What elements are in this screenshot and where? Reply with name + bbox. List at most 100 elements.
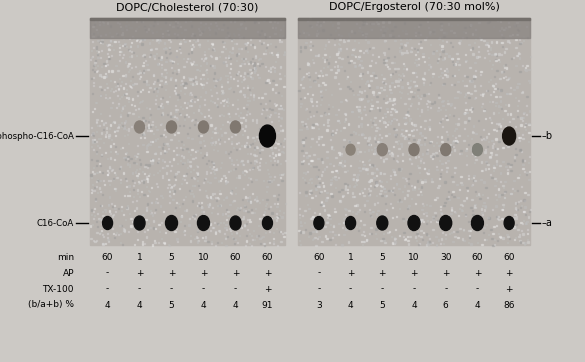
Bar (524, 126, 525, 127)
Bar (305, 195, 307, 196)
Bar (385, 122, 387, 123)
Bar (400, 39, 401, 40)
Bar (436, 142, 438, 143)
Bar (181, 141, 182, 142)
Bar (505, 104, 506, 105)
Bar (321, 241, 322, 242)
Bar (138, 115, 139, 117)
Bar (365, 83, 366, 84)
Bar (412, 72, 414, 73)
Bar (277, 54, 278, 55)
Bar (412, 230, 414, 231)
Bar (122, 172, 123, 173)
Bar (383, 59, 384, 60)
Bar (243, 63, 245, 64)
Bar (366, 168, 368, 169)
Bar (121, 110, 122, 111)
Bar (116, 107, 118, 108)
Bar (357, 178, 358, 179)
Bar (441, 212, 442, 214)
Bar (178, 69, 180, 70)
Ellipse shape (504, 216, 514, 230)
Bar (271, 156, 272, 157)
Bar (214, 132, 215, 134)
Bar (247, 42, 248, 43)
Bar (115, 151, 116, 152)
Bar (191, 49, 192, 50)
Bar (246, 146, 247, 147)
Bar (166, 72, 167, 73)
Bar (156, 39, 157, 41)
Bar (391, 62, 393, 63)
Bar (136, 169, 137, 170)
Bar (337, 120, 339, 121)
Bar (254, 21, 256, 22)
Bar (256, 201, 257, 202)
Bar (152, 160, 153, 161)
Bar (270, 206, 271, 207)
Text: 60: 60 (102, 253, 113, 261)
Bar (481, 38, 483, 39)
Bar (105, 122, 106, 123)
Bar (316, 105, 317, 106)
Bar (103, 129, 104, 130)
Bar (197, 122, 198, 123)
Bar (374, 117, 376, 118)
Bar (178, 139, 179, 141)
Bar (370, 215, 371, 216)
Bar (417, 37, 419, 38)
Bar (148, 29, 149, 30)
Bar (395, 136, 396, 137)
Text: -: - (202, 285, 205, 294)
Bar (307, 63, 308, 64)
Bar (507, 221, 508, 223)
Bar (213, 141, 214, 142)
Bar (277, 132, 278, 133)
Bar (198, 135, 199, 136)
Bar (370, 227, 372, 228)
Bar (275, 46, 276, 47)
Bar (385, 63, 387, 65)
Bar (481, 212, 483, 213)
Bar (129, 86, 130, 87)
Bar (233, 217, 235, 218)
Bar (156, 31, 157, 33)
Bar (169, 161, 170, 162)
Bar (369, 211, 371, 212)
Bar (411, 152, 413, 153)
Bar (157, 202, 158, 203)
Bar (393, 169, 394, 170)
Bar (167, 222, 168, 223)
Bar (510, 193, 512, 194)
Bar (352, 196, 354, 197)
Bar (160, 98, 161, 99)
Bar (464, 214, 466, 215)
Bar (129, 69, 130, 70)
Bar (422, 53, 424, 54)
Bar (273, 127, 274, 129)
Bar (128, 160, 129, 161)
Bar (512, 188, 514, 189)
Bar (452, 61, 453, 62)
Bar (491, 145, 493, 146)
Bar (197, 150, 198, 151)
Bar (178, 203, 179, 204)
Bar (373, 177, 375, 178)
Bar (334, 66, 335, 67)
Bar (426, 109, 428, 110)
Bar (499, 236, 501, 237)
Bar (226, 229, 227, 230)
Bar (200, 65, 201, 67)
Bar (335, 61, 336, 62)
Bar (423, 84, 424, 85)
Bar (212, 227, 213, 228)
Bar (438, 58, 439, 59)
Bar (380, 190, 382, 191)
Text: +: + (442, 269, 449, 278)
Bar (101, 89, 102, 90)
Bar (483, 40, 485, 41)
Bar (480, 38, 481, 39)
Bar (515, 126, 517, 127)
Bar (361, 31, 362, 32)
Bar (488, 168, 490, 169)
